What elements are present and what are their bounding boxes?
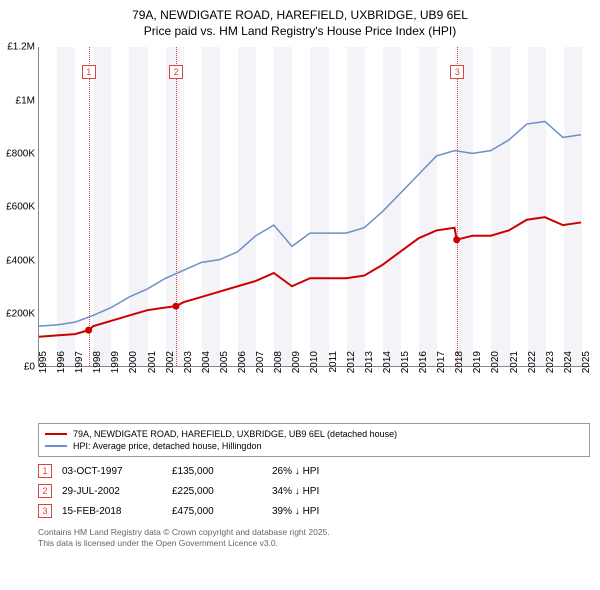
legend-label: 79A, NEWDIGATE ROAD, HAREFIELD, UXBRIDGE…: [73, 429, 397, 439]
legend-swatch: [45, 445, 67, 447]
legend-row: HPI: Average price, detached house, Hill…: [45, 440, 583, 452]
legend: 79A, NEWDIGATE ROAD, HAREFIELD, UXBRIDGE…: [38, 423, 590, 457]
hpi-line: [39, 122, 581, 327]
y-axis-label: £1.2M: [3, 42, 35, 53]
title-line-1: 79A, NEWDIGATE ROAD, HAREFIELD, UXBRIDGE…: [0, 8, 600, 24]
sale-row: 3 15-FEB-2018 £475,000 39% ↓ HPI: [38, 501, 590, 521]
sale-marker-box: 3: [450, 65, 464, 79]
sale-number-box: 2: [38, 484, 52, 498]
sale-marker-box: 1: [82, 65, 96, 79]
sale-row: 1 03-OCT-1997 £135,000 26% ↓ HPI: [38, 461, 590, 481]
sale-date: 03-OCT-1997: [62, 466, 162, 477]
y-axis-label: £0: [3, 362, 35, 373]
chart-area: £0£200K£400K£600K£800K£1M£1.2M 123 19951…: [38, 47, 590, 417]
chart-container: 79A, NEWDIGATE ROAD, HAREFIELD, UXBRIDGE…: [0, 0, 600, 590]
sale-hpi-diff: 26% ↓ HPI: [272, 466, 392, 477]
footer-attribution: Contains HM Land Registry data © Crown c…: [38, 527, 590, 549]
x-axis-label: 2025: [581, 351, 600, 391]
sale-dot: [85, 327, 92, 334]
sale-dot: [453, 236, 460, 243]
sale-number-box: 3: [38, 504, 52, 518]
sales-table: 1 03-OCT-1997 £135,000 26% ↓ HPI 2 29-JUL-200…: [38, 461, 590, 521]
sale-price: £225,000: [172, 486, 262, 497]
line-svg: [39, 47, 590, 366]
sale-hpi-diff: 39% ↓ HPI: [272, 506, 392, 517]
footer-line-2: This data is licensed under the Open Gov…: [38, 538, 590, 549]
legend-swatch: [45, 433, 67, 435]
sale-date: 29-JUL-2002: [62, 486, 162, 497]
y-axis-label: £800K: [3, 148, 35, 159]
plot-area: £0£200K£400K£600K£800K£1M£1.2M 123: [38, 47, 590, 367]
y-axis-label: £200K: [3, 308, 35, 319]
sale-price: £475,000: [172, 506, 262, 517]
sale-marker-box: 2: [169, 65, 183, 79]
title-line-2: Price paid vs. HM Land Registry's House …: [0, 24, 600, 40]
y-axis-label: £1M: [3, 95, 35, 106]
legend-row: 79A, NEWDIGATE ROAD, HAREFIELD, UXBRIDGE…: [45, 428, 583, 440]
sale-number-box: 1: [38, 464, 52, 478]
sale-price: £135,000: [172, 466, 262, 477]
sale-dot: [172, 303, 179, 310]
y-axis-label: £600K: [3, 202, 35, 213]
y-axis-label: £400K: [3, 255, 35, 266]
chart-title: 79A, NEWDIGATE ROAD, HAREFIELD, UXBRIDGE…: [0, 0, 600, 39]
footer-line-1: Contains HM Land Registry data © Crown c…: [38, 527, 590, 538]
sale-hpi-diff: 34% ↓ HPI: [272, 486, 392, 497]
legend-label: HPI: Average price, detached house, Hill…: [73, 441, 261, 451]
price-paid-line: [39, 217, 581, 337]
sale-date: 15-FEB-2018: [62, 506, 162, 517]
sale-row: 2 29-JUL-2002 £225,000 34% ↓ HPI: [38, 481, 590, 501]
